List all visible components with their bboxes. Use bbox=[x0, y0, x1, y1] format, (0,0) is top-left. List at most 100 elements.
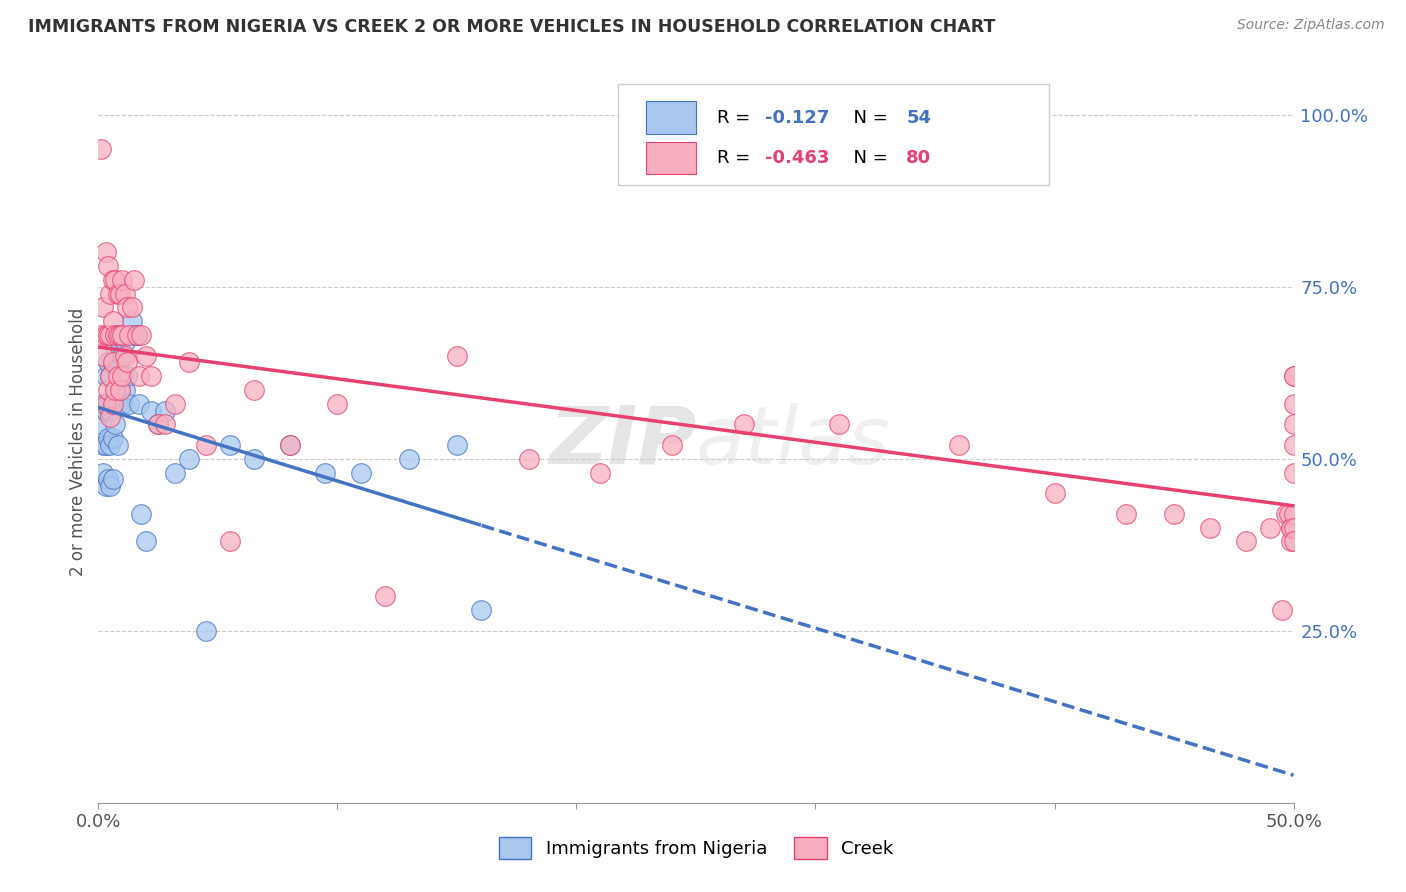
Point bbox=[374, 590, 396, 604]
Point bbox=[948, 438, 970, 452]
Point bbox=[98, 369, 122, 384]
Point bbox=[94, 479, 117, 493]
Point bbox=[108, 383, 131, 397]
Point bbox=[91, 349, 114, 363]
Point bbox=[104, 383, 127, 397]
Point bbox=[104, 383, 127, 397]
Point bbox=[278, 438, 301, 452]
Point bbox=[98, 327, 122, 342]
Point bbox=[98, 403, 122, 417]
Point bbox=[470, 603, 492, 617]
Point bbox=[108, 383, 131, 397]
Point bbox=[104, 273, 127, 287]
Point bbox=[114, 286, 136, 301]
Point bbox=[114, 383, 136, 397]
Point bbox=[101, 355, 124, 369]
Point bbox=[1278, 507, 1301, 521]
Point bbox=[148, 417, 170, 432]
Point bbox=[1115, 507, 1137, 521]
Point bbox=[243, 451, 266, 466]
Text: R =: R = bbox=[717, 149, 756, 167]
Point bbox=[94, 403, 117, 417]
Point bbox=[128, 369, 150, 384]
Point bbox=[104, 342, 127, 356]
Point bbox=[97, 327, 120, 342]
Point bbox=[163, 397, 186, 411]
Point bbox=[91, 466, 114, 480]
Text: 54: 54 bbox=[907, 109, 931, 127]
Point bbox=[128, 397, 150, 411]
Point bbox=[107, 355, 129, 369]
Point bbox=[1234, 534, 1257, 549]
FancyBboxPatch shape bbox=[619, 84, 1049, 185]
Point bbox=[315, 466, 337, 480]
Point bbox=[101, 397, 124, 411]
Text: 80: 80 bbox=[907, 149, 931, 167]
Point bbox=[108, 286, 131, 301]
Point bbox=[107, 369, 129, 384]
Point bbox=[107, 286, 129, 301]
Point bbox=[1282, 438, 1305, 452]
Point bbox=[1282, 520, 1305, 534]
Point bbox=[139, 403, 162, 417]
Point bbox=[91, 397, 114, 411]
Point bbox=[350, 466, 373, 480]
Point bbox=[278, 438, 301, 452]
Point bbox=[1282, 397, 1305, 411]
Point bbox=[101, 273, 124, 287]
Point bbox=[108, 327, 131, 342]
Point bbox=[163, 466, 186, 480]
Point bbox=[1199, 520, 1222, 534]
Point bbox=[125, 327, 148, 342]
Point bbox=[111, 349, 134, 363]
Point bbox=[195, 624, 218, 638]
Text: Source: ZipAtlas.com: Source: ZipAtlas.com bbox=[1237, 18, 1385, 32]
Point bbox=[1279, 520, 1302, 534]
Point bbox=[97, 383, 120, 397]
Point bbox=[1275, 507, 1298, 521]
Point bbox=[90, 327, 112, 342]
Point bbox=[97, 397, 120, 411]
Text: -0.463: -0.463 bbox=[765, 149, 830, 167]
Point bbox=[98, 369, 122, 384]
Point bbox=[111, 273, 134, 287]
Y-axis label: 2 or more Vehicles in Household: 2 or more Vehicles in Household bbox=[69, 308, 87, 575]
Point bbox=[1282, 534, 1305, 549]
Point bbox=[155, 417, 177, 432]
Point bbox=[124, 327, 146, 342]
Point bbox=[94, 438, 117, 452]
Point bbox=[97, 355, 120, 369]
Point bbox=[121, 301, 143, 315]
Point bbox=[326, 397, 349, 411]
Point bbox=[111, 397, 134, 411]
Point bbox=[446, 349, 468, 363]
Point bbox=[94, 397, 117, 411]
Point bbox=[90, 142, 112, 156]
Point bbox=[148, 417, 170, 432]
Point bbox=[1279, 520, 1302, 534]
Point bbox=[98, 410, 122, 425]
Point bbox=[121, 314, 143, 328]
Point bbox=[91, 438, 114, 452]
Point bbox=[94, 369, 117, 384]
Point bbox=[195, 438, 218, 452]
Point bbox=[118, 327, 141, 342]
Point bbox=[94, 327, 117, 342]
Bar bbox=[645, 102, 696, 134]
Point bbox=[125, 327, 148, 342]
Point bbox=[1258, 520, 1281, 534]
Point bbox=[101, 431, 124, 445]
Point bbox=[118, 397, 141, 411]
Point bbox=[179, 355, 201, 369]
Text: ZIP: ZIP bbox=[548, 402, 696, 481]
Point bbox=[107, 327, 129, 342]
Point bbox=[219, 534, 242, 549]
Point bbox=[107, 397, 129, 411]
Bar bbox=[645, 142, 696, 174]
Text: IMMIGRANTS FROM NIGERIA VS CREEK 2 OR MORE VEHICLES IN HOUSEHOLD CORRELATION CHA: IMMIGRANTS FROM NIGERIA VS CREEK 2 OR MO… bbox=[28, 18, 995, 36]
Point bbox=[114, 349, 136, 363]
Point bbox=[398, 451, 420, 466]
Point bbox=[243, 383, 266, 397]
Point bbox=[124, 273, 146, 287]
Point bbox=[108, 334, 131, 349]
